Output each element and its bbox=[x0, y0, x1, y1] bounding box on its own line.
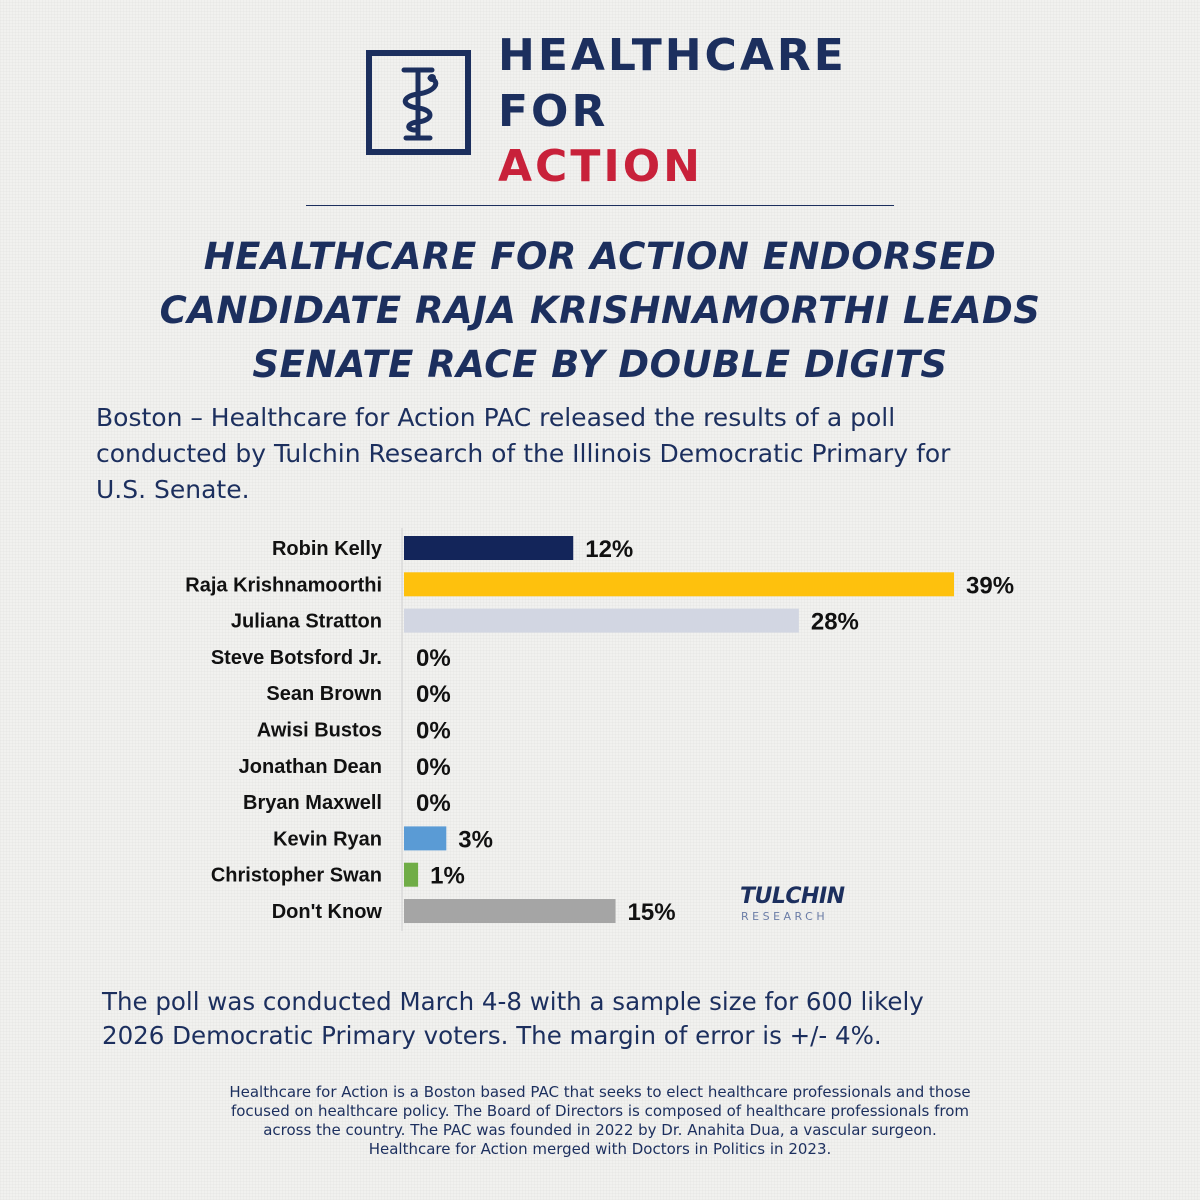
intro-paragraph: Boston – Healthcare for Action PAC relea… bbox=[96, 400, 1106, 508]
divider bbox=[306, 205, 894, 206]
about-line: Healthcare for Action merged with Doctor… bbox=[368, 1140, 832, 1158]
bar bbox=[404, 862, 419, 887]
category-label: Bryan Maxwell bbox=[243, 792, 382, 814]
about-line: focused on healthcare policy. The Board … bbox=[230, 1102, 970, 1120]
poll-methodology-note: The poll was conducted March 4-8 with a … bbox=[102, 985, 1102, 1053]
category-label: Christopher Swan bbox=[211, 865, 382, 887]
headline: HEALTHCARE FOR ACTION ENDORSED CANDIDATE… bbox=[100, 230, 1100, 392]
category-label: Sean Brown bbox=[266, 683, 382, 705]
headline-line: HEALTHCARE FOR ACTION ENDORSED bbox=[203, 235, 997, 278]
data-label: 0% bbox=[416, 790, 451, 817]
category-label: Kevin Ryan bbox=[273, 828, 382, 850]
intro-line: U.S. Senate. bbox=[96, 475, 250, 504]
category-label: Jonathan Dean bbox=[239, 756, 382, 778]
poll-note-line: 2026 Democratic Primary voters. The marg… bbox=[102, 1021, 882, 1050]
logo-word-for: FOR bbox=[498, 86, 609, 137]
bar bbox=[404, 608, 799, 633]
about-line: across the country. The PAC was founded … bbox=[263, 1121, 937, 1139]
about-line: Healthcare for Action is a Boston based … bbox=[229, 1083, 971, 1101]
data-label: 12% bbox=[585, 536, 633, 563]
data-label: 1% bbox=[430, 863, 465, 890]
poll-bar-chart: Robin Kelly 12% Raja Krishnamoorthi 39% Juli… bbox=[185, 528, 1014, 931]
category-label: Steve Botsford Jr. bbox=[211, 647, 382, 669]
data-label: 0% bbox=[416, 681, 451, 708]
bar bbox=[404, 572, 954, 597]
caduceus-icon bbox=[366, 50, 471, 155]
logo-word-action: ACTION bbox=[498, 141, 703, 192]
intro-line: conducted by Tulchin Research of the Ill… bbox=[96, 439, 951, 468]
category-label: Juliana Stratton bbox=[231, 611, 382, 633]
headline-line: CANDIDATE RAJA KRISHNAMORTHI LEADS bbox=[159, 289, 1041, 332]
bar bbox=[404, 536, 574, 560]
category-label: Don't Know bbox=[272, 901, 383, 923]
poll-note-line: The poll was conducted March 4-8 with a … bbox=[102, 987, 924, 1016]
about-paragraph: Healthcare for Action is a Boston based … bbox=[100, 1083, 1100, 1159]
category-label: Awisi Bustos bbox=[257, 720, 382, 742]
tulchin-logo-subword: RESEARCH bbox=[741, 910, 829, 923]
tulchin-research-logo: TULCHIN RESEARCH bbox=[740, 884, 850, 930]
data-label: 3% bbox=[458, 826, 493, 853]
bar bbox=[404, 826, 447, 851]
logo-word-healthcare: HEALTHCARE bbox=[498, 30, 847, 81]
headline-line: SENATE RACE BY DOUBLE DIGITS bbox=[252, 343, 948, 386]
tulchin-logo-word: TULCHIN bbox=[740, 884, 845, 909]
category-label: Raja Krishnamoorthi bbox=[185, 574, 382, 596]
data-label: 28% bbox=[811, 609, 859, 636]
bar bbox=[404, 899, 616, 923]
data-label: 39% bbox=[966, 572, 1014, 599]
data-label: 15% bbox=[628, 899, 676, 926]
intro-line: Boston – Healthcare for Action PAC relea… bbox=[96, 403, 896, 432]
data-label: 0% bbox=[416, 754, 451, 781]
data-label: 0% bbox=[416, 645, 451, 672]
data-label: 0% bbox=[416, 718, 451, 745]
category-label: Robin Kelly bbox=[272, 538, 383, 560]
